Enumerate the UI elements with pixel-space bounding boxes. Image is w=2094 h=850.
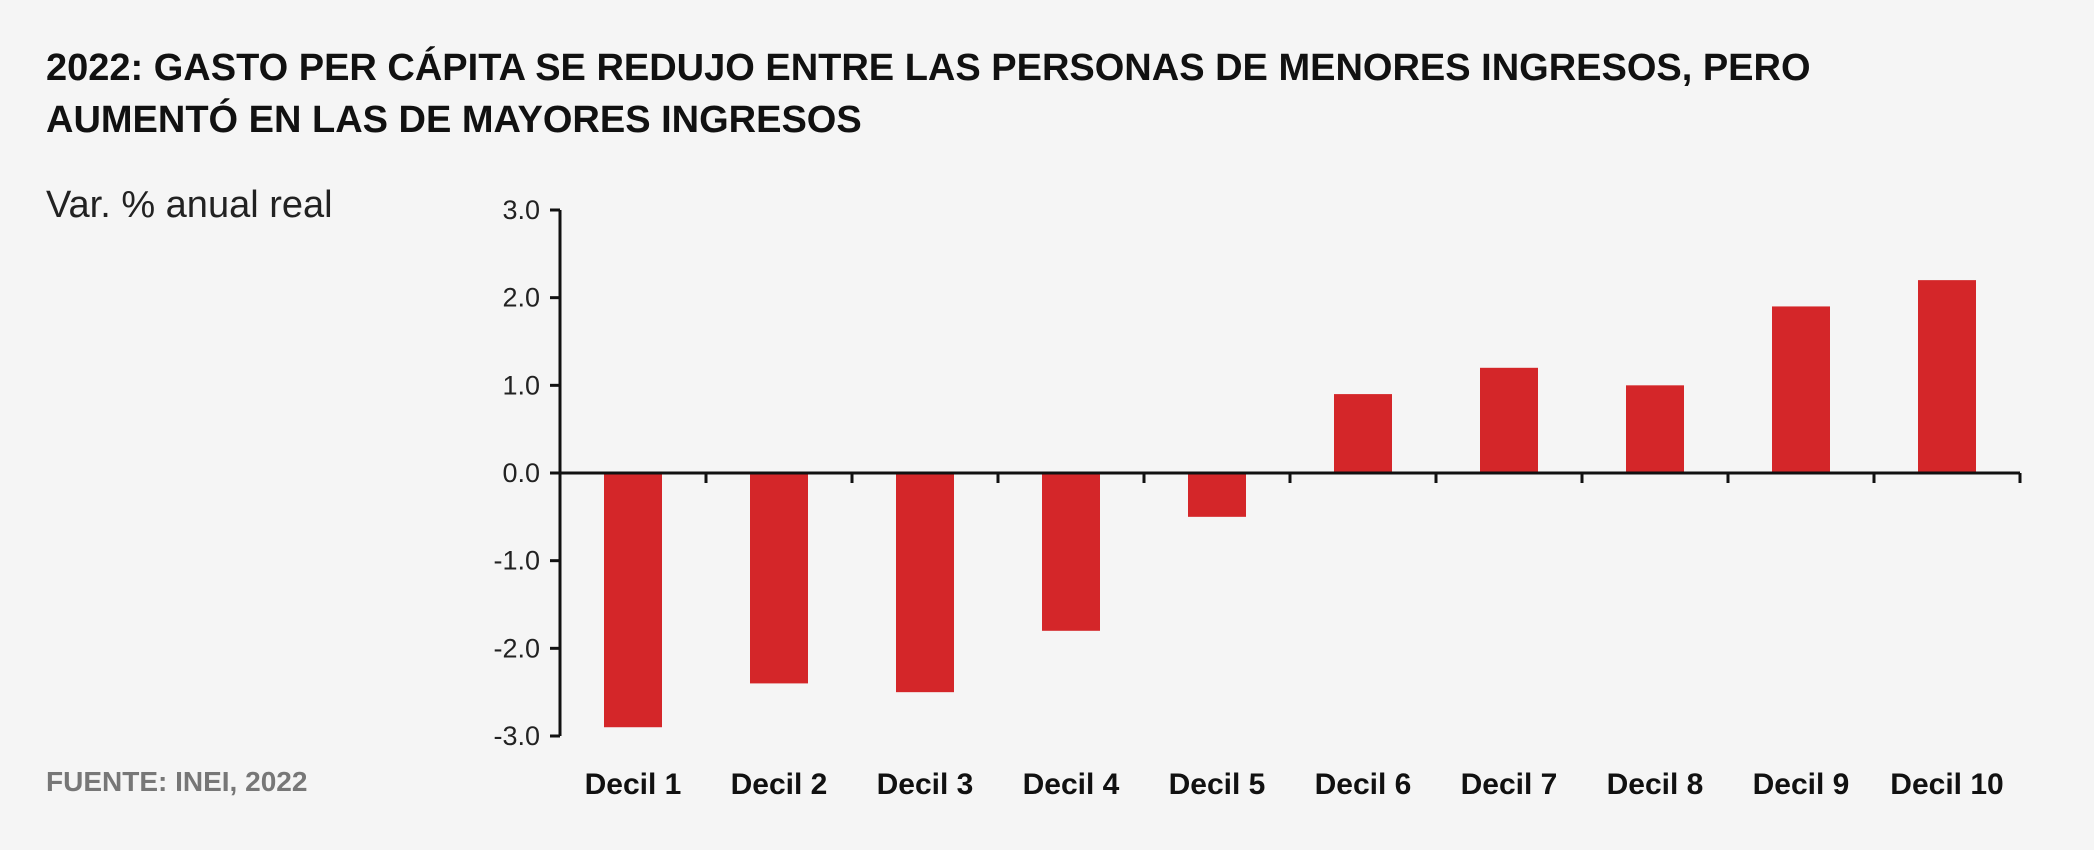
x-category-label: Decil 6 [1315, 768, 1412, 801]
y-tick-label: -1.0 [493, 546, 540, 576]
x-category-label: Decil 2 [731, 768, 828, 801]
y-tick-label: -3.0 [493, 721, 540, 751]
bar [1188, 473, 1246, 517]
bar [1042, 473, 1100, 631]
x-category-label: Decil 9 [1753, 768, 1850, 801]
bar [604, 473, 662, 728]
x-category-label: Decil 7 [1461, 768, 1558, 801]
bar [896, 473, 954, 693]
y-tick-label: 2.0 [502, 283, 540, 313]
chart-title: 2022: GASTO PER CÁPITA SE REDUJO ENTRE L… [46, 47, 1811, 141]
bar [1918, 280, 1976, 473]
bar [1480, 367, 1538, 473]
source-note: FUENTE: INEI, 2022 [46, 766, 308, 797]
y-tick-label: 3.0 [502, 195, 540, 225]
bar [1334, 394, 1392, 473]
y-axis-label: Var. % anual real [46, 184, 333, 226]
bar [1626, 385, 1684, 473]
x-category-label: Decil 5 [1169, 768, 1266, 801]
y-tick-label: -2.0 [493, 633, 540, 663]
y-tick-label: 1.0 [502, 370, 540, 400]
x-category-label: Decil 10 [1890, 768, 2003, 801]
bar [750, 473, 808, 684]
y-tick-label: 0.0 [502, 458, 540, 488]
x-category-label: Decil 3 [877, 768, 974, 801]
bar [1772, 306, 1830, 473]
x-category-label: Decil 4 [1023, 768, 1120, 801]
x-category-label: Decil 1 [585, 768, 682, 801]
x-category-label: Decil 8 [1607, 768, 1704, 801]
